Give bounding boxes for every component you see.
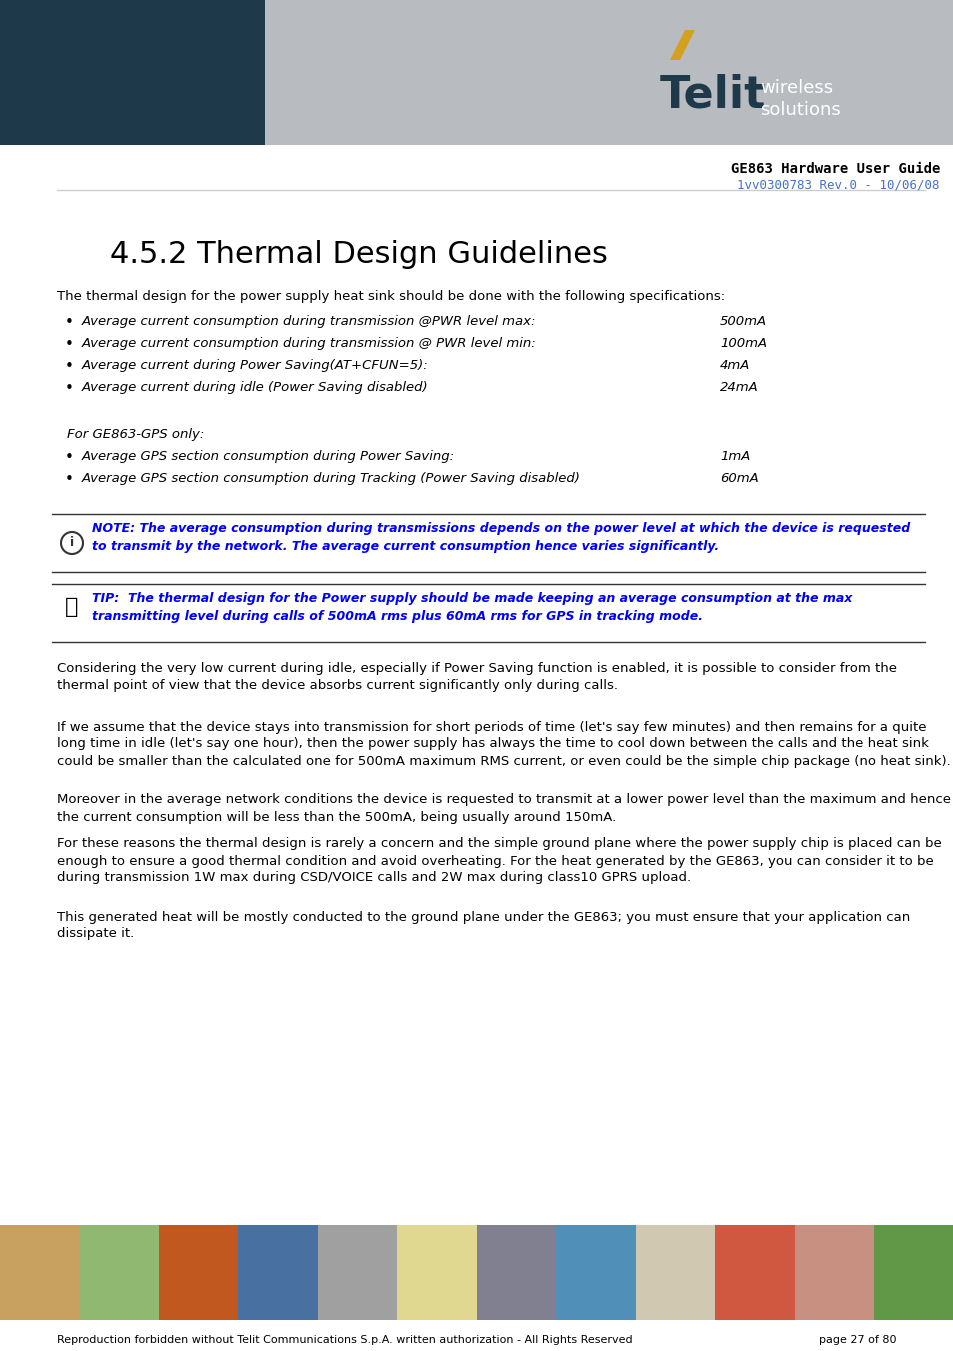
Text: For GE863-GPS only:: For GE863-GPS only: (67, 428, 204, 440)
Text: Reproduction forbidden without Telit Communications S.p.A. written authorization: Reproduction forbidden without Telit Com… (57, 1335, 632, 1346)
Text: 500mA: 500mA (720, 315, 766, 328)
Text: 1vv0300783 Rev.0 - 10/06/08: 1vv0300783 Rev.0 - 10/06/08 (737, 178, 939, 190)
Bar (476, 1225, 557, 1320)
Text: 1mA: 1mA (720, 450, 750, 463)
Text: Average current during Power Saving(AT+CFUN=5):: Average current during Power Saving(AT+C… (82, 359, 428, 372)
Text: This generated heat will be mostly conducted to the ground plane under the GE863: This generated heat will be mostly condu… (57, 911, 909, 940)
Bar (79, 1225, 160, 1320)
Bar (874, 1225, 953, 1320)
Bar (397, 1225, 477, 1320)
Text: solutions: solutions (760, 101, 840, 119)
Text: •: • (65, 315, 73, 330)
Text: page 27 of 80: page 27 of 80 (819, 1335, 896, 1346)
Bar (265, 0, 953, 145)
Text: 100mA: 100mA (720, 336, 766, 350)
Text: •: • (65, 471, 73, 486)
Text: 24mA: 24mA (720, 381, 758, 394)
Text: Average current consumption during transmission @ PWR level min:: Average current consumption during trans… (82, 336, 537, 350)
Bar (0, 1225, 80, 1320)
Polygon shape (669, 30, 695, 59)
Text: Telit: Telit (659, 73, 765, 116)
Text: For these reasons the thermal design is rarely a concern and the simple ground p: For these reasons the thermal design is … (57, 838, 941, 885)
Text: to transmit by the network. The average current consumption hence varies signifi: to transmit by the network. The average … (91, 540, 719, 553)
Text: •: • (65, 450, 73, 465)
Bar (0, 0, 265, 145)
Text: TIP:  The thermal design for the Power supply should be made keeping an average : TIP: The thermal design for the Power su… (91, 592, 851, 605)
Text: GE863 Hardware User Guide: GE863 Hardware User Guide (730, 162, 939, 176)
Text: 60mA: 60mA (720, 471, 758, 485)
Bar (636, 1225, 716, 1320)
Bar (317, 1225, 398, 1320)
Text: •: • (65, 381, 73, 396)
Text: 4.5.2 Thermal Design Guidelines: 4.5.2 Thermal Design Guidelines (110, 240, 607, 269)
Text: If we assume that the device stays into transmission for short periods of time (: If we assume that the device stays into … (57, 720, 950, 767)
Bar (159, 1225, 239, 1320)
Text: 💡: 💡 (65, 597, 78, 617)
Text: Average GPS section consumption during Power Saving:: Average GPS section consumption during P… (82, 450, 455, 463)
Text: wireless: wireless (760, 78, 832, 97)
Bar (238, 1225, 318, 1320)
Bar (715, 1225, 795, 1320)
Bar (556, 1225, 637, 1320)
Text: NOTE: The average consumption during transmissions depends on the power level at: NOTE: The average consumption during tra… (91, 521, 909, 535)
Text: i: i (70, 536, 74, 550)
Text: Moreover in the average network conditions the device is requested to transmit a: Moreover in the average network conditio… (57, 793, 950, 824)
Text: Average current during idle (Power Saving disabled): Average current during idle (Power Savin… (82, 381, 428, 394)
Text: •: • (65, 359, 73, 374)
Text: •: • (65, 336, 73, 353)
Text: The thermal design for the power supply heat sink should be done with the follow: The thermal design for the power supply … (57, 290, 724, 303)
Text: 4mA: 4mA (720, 359, 750, 372)
Text: Considering the very low current during idle, especially if Power Saving functio: Considering the very low current during … (57, 662, 896, 692)
Text: Average GPS section consumption during Tracking (Power Saving disabled): Average GPS section consumption during T… (82, 471, 580, 485)
Text: Average current consumption during transmission @PWR level max:: Average current consumption during trans… (82, 315, 536, 328)
Bar (794, 1225, 875, 1320)
Text: transmitting level during calls of 500mA rms plus 60mA rms for GPS in tracking m: transmitting level during calls of 500mA… (91, 611, 702, 623)
